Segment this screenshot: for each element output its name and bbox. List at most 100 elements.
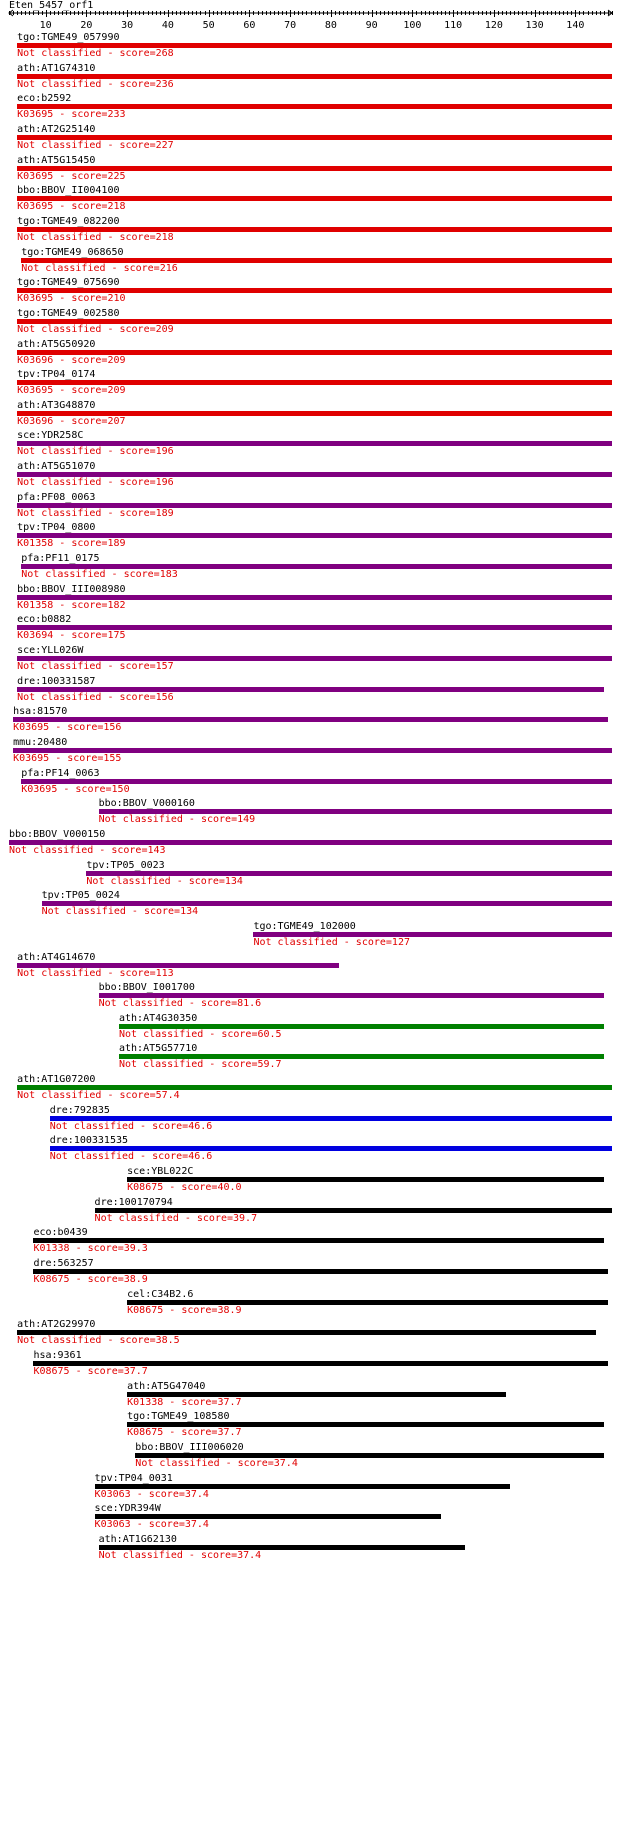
hit-row[interactable]: dre:792835 Not classified - score=46.6 xyxy=(0,1105,620,1135)
hit-gene-name[interactable]: bbo:BBOV_II004100 xyxy=(17,185,120,197)
hit-alignment-bar[interactable] xyxy=(17,686,604,692)
hit-alignment-bar[interactable] xyxy=(17,962,339,968)
hit-gene-name[interactable]: ath:AT3G48870 xyxy=(17,399,96,411)
hit-alignment-bar[interactable] xyxy=(127,1177,604,1183)
hit-alignment-bar[interactable] xyxy=(127,1391,507,1397)
hit-alignment-bar[interactable] xyxy=(17,318,612,324)
hit-gene-name[interactable]: sce:YLL026W xyxy=(17,645,84,656)
hit-alignment-bar[interactable] xyxy=(127,1422,604,1428)
hit-gene-name[interactable]: sce:YDR394W xyxy=(94,1503,161,1515)
hit-gene-name[interactable]: bbo:BBOV_III008980 xyxy=(17,583,126,595)
hit-gene-name[interactable]: tpv:TP04_0174 xyxy=(17,369,96,381)
hit-gene-name[interactable]: dre:792835 xyxy=(49,1104,110,1116)
hit-row[interactable]: bbo:BBOV_I001700 Not classified - score=8… xyxy=(0,982,620,1012)
hit-gene-name[interactable]: ath:AT1G07200 xyxy=(17,1074,96,1086)
hit-alignment-bar[interactable] xyxy=(17,472,612,478)
hit-row[interactable]: tpv:TP04_0800 K01358 - score=189 xyxy=(0,522,620,552)
hit-row[interactable]: sce:YBL022C K08675 - score=40.0 xyxy=(0,1166,620,1196)
hit-alignment-bar[interactable] xyxy=(21,257,612,263)
hit-gene-name[interactable]: hsa:81570 xyxy=(13,706,68,718)
hit-gene-name[interactable]: ath:AT1G62130 xyxy=(98,1533,177,1545)
hit-alignment-bar[interactable] xyxy=(98,1544,466,1550)
hit-row[interactable]: tgo:TGME49_068650 Not classified - score=… xyxy=(0,247,620,277)
hit-gene-name[interactable]: tgo:TGME49_102000 xyxy=(253,920,356,932)
hit-gene-name[interactable]: ath:AT5G15450 xyxy=(17,154,96,166)
hit-alignment-bar[interactable] xyxy=(21,564,612,570)
hit-row[interactable]: mmu:20480 K03695 - score=155 xyxy=(0,737,620,767)
hit-alignment-bar[interactable] xyxy=(119,1023,604,1029)
hit-gene-name[interactable]: bbo:BBOV_I001700 xyxy=(98,982,195,994)
hit-alignment-bar[interactable] xyxy=(98,809,612,815)
hit-gene-name[interactable]: tgo:TGME49_002580 xyxy=(17,307,120,319)
hit-gene-name[interactable]: tgo:TGME49_075690 xyxy=(17,277,120,289)
hit-alignment-bar[interactable] xyxy=(17,380,612,386)
hit-alignment-bar[interactable] xyxy=(17,1330,596,1336)
hit-row[interactable]: sce:YDR394W K03063 - score=37.4 xyxy=(0,1503,620,1533)
hit-row[interactable]: ath:AT5G51070 Not classified - score=196 xyxy=(0,461,620,491)
hit-row[interactable]: ath:AT1G74310 Not classified - score=236 xyxy=(0,63,620,93)
hit-alignment-bar[interactable] xyxy=(94,1483,511,1489)
hit-gene-name[interactable]: tpv:TP04_0800 xyxy=(17,522,96,534)
hit-alignment-bar[interactable] xyxy=(17,73,612,79)
hit-row[interactable]: eco:b0439 K01338 - score=39.3 xyxy=(0,1227,620,1257)
hit-gene-name[interactable]: sce:YBL022C xyxy=(127,1166,194,1178)
hit-gene-name[interactable]: dre:563257 xyxy=(33,1258,94,1269)
hit-gene-name[interactable]: bbo:BBOV_V000160 xyxy=(98,798,195,810)
hit-row[interactable]: ath:AT4G30350 Not classified - score=60.5 xyxy=(0,1013,620,1043)
hit-gene-name[interactable]: ath:AT2G29970 xyxy=(17,1319,96,1331)
hit-row[interactable]: tgo:TGME49_108580 K08675 - score=37.7 xyxy=(0,1411,620,1441)
hit-alignment-bar[interactable] xyxy=(17,625,612,631)
hit-alignment-bar[interactable] xyxy=(127,1299,608,1305)
hit-row[interactable]: sce:YLL026W Not classified - score=157 xyxy=(0,645,620,675)
hit-gene-name[interactable]: ath:AT5G50920 xyxy=(17,338,96,350)
hit-row[interactable]: tgo:TGME49_002580 Not classified - score=… xyxy=(0,308,620,338)
hit-alignment-bar[interactable] xyxy=(17,165,612,171)
hit-gene-name[interactable]: tgo:TGME49_108580 xyxy=(127,1411,230,1423)
hit-alignment-bar[interactable] xyxy=(21,778,612,784)
hit-row[interactable]: eco:b2592 K03695 - score=233 xyxy=(0,93,620,123)
hit-gene-name[interactable]: dre:100331587 xyxy=(17,675,96,687)
hit-alignment-bar[interactable] xyxy=(41,901,612,907)
hit-row[interactable]: ath:AT5G15450 K03695 - score=225 xyxy=(0,155,620,185)
hit-gene-name[interactable]: ath:AT5G47040 xyxy=(127,1380,206,1392)
hit-row[interactable]: ath:AT1G07200 Not classified - score=57.4 xyxy=(0,1074,620,1104)
hit-row[interactable]: tpv:TP05_0023 Not classified - score=134 xyxy=(0,860,620,890)
hit-alignment-bar[interactable] xyxy=(94,1514,441,1520)
hit-alignment-bar[interactable] xyxy=(9,839,612,845)
hit-alignment-bar[interactable] xyxy=(17,410,612,416)
hit-row[interactable]: pfa:PF11_0175 Not classified - score=183 xyxy=(0,553,620,583)
hit-alignment-bar[interactable] xyxy=(253,931,612,937)
hit-alignment-bar[interactable] xyxy=(17,104,612,110)
hit-row[interactable]: dre:100170794 Not classified - score=39.7 xyxy=(0,1197,620,1227)
hit-alignment-bar[interactable] xyxy=(17,196,612,202)
hit-row[interactable]: tgo:TGME49_082200 Not classified - score=… xyxy=(0,216,620,246)
hit-gene-name[interactable]: ath:AT5G57710 xyxy=(119,1043,198,1055)
hit-alignment-bar[interactable] xyxy=(49,1115,612,1121)
hit-row[interactable]: tgo:TGME49_057990 Not classified - score=… xyxy=(0,32,620,62)
hit-alignment-bar[interactable] xyxy=(17,441,612,447)
hit-alignment-bar[interactable] xyxy=(17,502,612,508)
hit-row[interactable]: hsa:81570 K03695 - score=156 xyxy=(0,706,620,736)
hit-gene-name[interactable]: ath:AT5G51070 xyxy=(17,461,96,473)
hit-row[interactable]: tpv:TP05_0024 Not classified - score=134 xyxy=(0,890,620,920)
hit-row[interactable]: dre:100331587 Not classified - score=156 xyxy=(0,676,620,706)
hit-alignment-bar[interactable] xyxy=(13,717,608,723)
hit-gene-name[interactable]: tgo:TGME49_068650 xyxy=(21,246,124,258)
hit-row[interactable]: ath:AT3G48870 K03696 - score=207 xyxy=(0,400,620,430)
hit-row[interactable]: eco:b0882 K03694 - score=175 xyxy=(0,614,620,644)
hit-alignment-bar[interactable] xyxy=(17,656,612,661)
hit-alignment-bar[interactable] xyxy=(119,1054,604,1060)
hit-row[interactable]: pfa:PF08_0063 Not classified - score=189 xyxy=(0,492,620,522)
hit-row[interactable]: bbo:BBOV_V000160 Not classified - score=1… xyxy=(0,798,620,828)
hit-row[interactable]: ath:AT1G62130 Not classified - score=37.4 xyxy=(0,1534,620,1564)
hit-row[interactable]: tpv:TP04_0031 K03063 - score=37.4 xyxy=(0,1473,620,1503)
hit-alignment-bar[interactable] xyxy=(13,747,612,753)
hit-gene-name[interactable]: tpv:TP05_0023 xyxy=(86,859,165,871)
hit-gene-name[interactable]: dre:100170794 xyxy=(94,1196,173,1208)
hit-alignment-bar[interactable] xyxy=(98,993,604,999)
hit-gene-name[interactable]: hsa:9361 xyxy=(33,1349,82,1361)
hit-row[interactable]: ath:AT4G14670 Not classified - score=113 xyxy=(0,952,620,982)
hit-row[interactable]: ath:AT5G57710 Not classified - score=59.7 xyxy=(0,1043,620,1073)
hit-row[interactable]: tpv:TP04_0174 K03695 - score=209 xyxy=(0,369,620,399)
hit-row[interactable]: tgo:TGME49_102000 Not classified - score=… xyxy=(0,921,620,951)
